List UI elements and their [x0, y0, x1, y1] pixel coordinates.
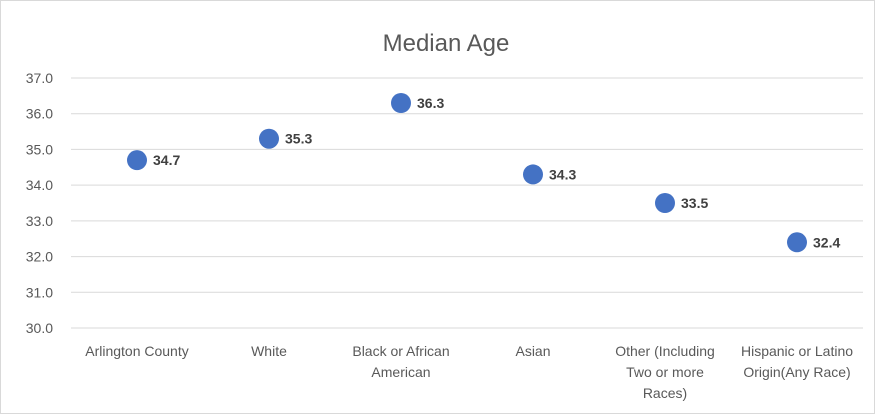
x-category-label: Black or African American — [352, 343, 449, 380]
data-point — [391, 93, 411, 113]
data-label: 34.3 — [549, 166, 576, 182]
data-label: 36.3 — [417, 95, 444, 111]
data-label: 34.7 — [153, 152, 180, 168]
chart-title: Median Age — [383, 30, 510, 57]
x-axis-categories: Arlington County White Black or African Ame… — [85, 343, 853, 401]
x-category-label: Asian — [515, 343, 550, 359]
y-tick-label: 32.0 — [26, 249, 53, 265]
data-point — [655, 193, 675, 213]
y-axis-ticks: 30.0 31.0 32.0 33.0 34.0 35.0 36.0 37.0 — [26, 70, 53, 336]
y-tick-label: 31.0 — [26, 284, 53, 300]
data-label: 33.5 — [681, 195, 708, 211]
y-tick-label: 35.0 — [26, 141, 53, 157]
y-tick-label: 37.0 — [26, 70, 53, 86]
y-tick-label: 34.0 — [26, 177, 53, 193]
data-label: 35.3 — [285, 131, 312, 147]
x-category-label: Hispanic or Latino Origin(Any Race) — [741, 343, 853, 380]
data-label: 32.4 — [813, 234, 840, 250]
y-tick-label: 36.0 — [26, 106, 53, 122]
x-category-label: Arlington County — [85, 343, 189, 359]
data-point — [787, 232, 807, 253]
x-category-label: White — [251, 343, 287, 359]
y-tick-label: 33.0 — [26, 213, 53, 229]
x-category-label: Other (Including Two or more Races) — [615, 343, 715, 401]
gridlines — [71, 77, 863, 329]
data-point — [523, 164, 543, 185]
y-tick-label: 30.0 — [26, 320, 53, 336]
data-point — [127, 150, 147, 171]
data-points: 34.7 35.3 36.3 34.3 33.5 32.4 — [127, 93, 840, 253]
data-point — [259, 128, 279, 149]
